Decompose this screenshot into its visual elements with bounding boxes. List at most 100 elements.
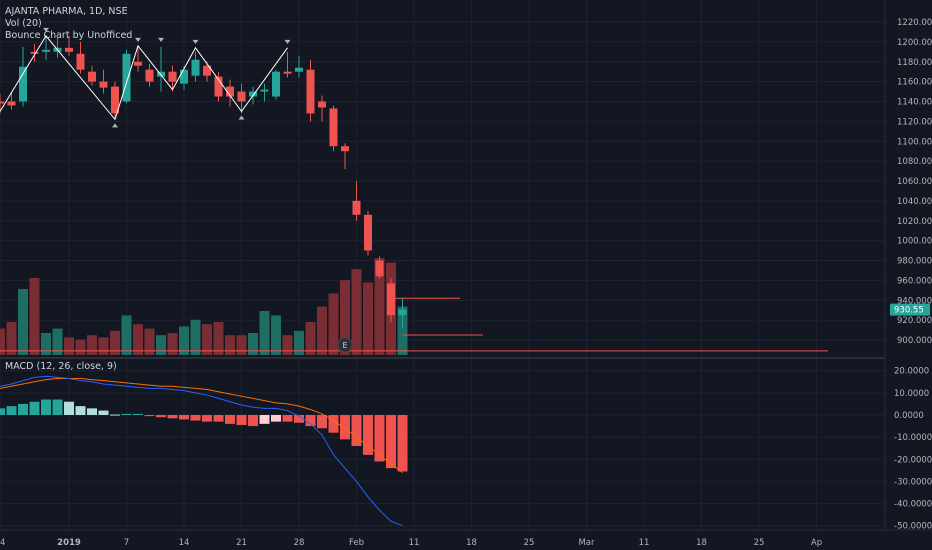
macd-histogram-bar (6, 406, 17, 415)
macd-histogram-bar (52, 399, 63, 415)
candle-body (88, 71, 96, 82)
volume-bar (110, 330, 120, 355)
macd-tick-label: -40.0000 (894, 500, 932, 510)
volume-bar (213, 322, 224, 355)
zigzag-bottom-marker (238, 115, 245, 120)
zigzag-top-marker (43, 27, 49, 32)
time-tick-label: 11 (409, 538, 420, 548)
price-tick-label: 1020.000 (897, 217, 932, 227)
macd-line (0, 375, 403, 527)
candle-body (272, 71, 280, 97)
time-tick-label: 24 (0, 538, 5, 548)
candle-body (65, 47, 73, 52)
time-tick-label: Feb (349, 538, 364, 548)
time-tick-label: 14 (179, 538, 190, 548)
volume-legend[interactable]: Vol (20) (5, 18, 42, 29)
macd-histogram-bar (248, 415, 258, 427)
zigzag-line (0, 35, 288, 121)
candle-body (157, 71, 165, 77)
macd-tick-label: -30.0000 (894, 477, 932, 487)
volume-bar (6, 322, 17, 355)
candle-body (134, 61, 142, 66)
price-tick-label: 1080.000 (897, 157, 932, 167)
volume-bar (41, 333, 51, 355)
candle-body (375, 260, 384, 277)
candle-body (387, 283, 395, 316)
macd-histogram-bar (351, 415, 362, 446)
macd-histogram-bar (317, 415, 327, 429)
time-tick-label: Ap (811, 538, 822, 548)
bounce-zigzag (0, 27, 291, 128)
candle-body (306, 69, 315, 114)
macd-histogram-bar (386, 415, 396, 469)
price-tick-label: 1180.000 (897, 58, 932, 68)
zigzag-top-marker (135, 37, 141, 42)
macd-histogram-bar (110, 414, 120, 416)
zigzag-top-marker (158, 37, 164, 42)
price-tick-label: 1200.000 (897, 38, 932, 48)
earnings-label: E (342, 341, 347, 350)
time-tick-label: 21 (236, 538, 247, 548)
macd-legend[interactable]: MACD (12, 26, close, 9) (5, 361, 117, 372)
price-tick-label: 1120.000 (897, 117, 932, 127)
volume-bar (282, 335, 293, 355)
volume-bar (0, 328, 5, 355)
candle-body (329, 108, 338, 147)
price-tick-label: 960.000 (897, 276, 932, 286)
price-tick-label: 1160.000 (897, 78, 932, 88)
candle-body (191, 59, 200, 76)
candle-body (168, 71, 177, 82)
macd-histogram-bar (213, 415, 224, 422)
time-axis[interactable]: 24 2019 7 14 21 28 Feb 11 18 25 Mar 11 18 25 Ap (0, 538, 822, 548)
macd-histogram-bar (374, 415, 385, 462)
macd-histogram-bar (202, 415, 212, 422)
macd-histogram-bar (363, 415, 373, 455)
candle-body (203, 65, 211, 76)
zigzag-top-marker (284, 39, 291, 44)
macd-histogram-bar (144, 415, 155, 417)
price-tick-label: 980.000 (897, 257, 932, 267)
macd-lines (0, 375, 403, 527)
volume-bar (248, 333, 258, 355)
main-legend: AJANTA PHARMA, 1D, NSE Vol (20) Bounce C… (5, 6, 132, 42)
macd-histogram-bar (133, 413, 143, 415)
volume-bar (87, 335, 97, 355)
candle-body (341, 146, 349, 152)
candle-body (398, 309, 407, 316)
price-tick-label: 1220.000 (897, 18, 932, 28)
time-tick-label: Mar (578, 538, 595, 548)
macd-histogram-bar (87, 408, 97, 415)
price-axis[interactable]: 1220.000 1200.000 1180.000 1160.000 1140.000… (894, 18, 932, 532)
current-price-label: 930.55 (890, 303, 930, 316)
volume-bar (179, 326, 189, 355)
candle-body (283, 71, 292, 74)
volume-bar (351, 269, 362, 355)
macd-tick-label: 20.0000 (894, 367, 929, 377)
candle-body (295, 67, 303, 72)
current-price-badge (890, 303, 930, 316)
macd-histogram-bar (190, 415, 201, 421)
macd-histogram-bar (225, 415, 235, 424)
volume-bar (202, 324, 212, 355)
volume-bar (397, 306, 408, 355)
macd-tick-label: 10.0000 (894, 389, 929, 399)
symbol-title[interactable]: AJANTA PHARMA, 1D, NSE (5, 6, 128, 17)
candle-body (214, 76, 223, 97)
volume-bar (75, 339, 86, 355)
macd-histogram-bar (259, 415, 270, 424)
volume-bar (294, 330, 304, 355)
macd-histogram (0, 399, 408, 472)
zigzag-bottom-marker (112, 123, 118, 128)
volume-bar (64, 337, 74, 355)
time-tick-label: 25 (524, 538, 535, 548)
indicator-legend[interactable]: Bounce Chart by Unofficed (5, 30, 133, 41)
earnings-icon[interactable] (337, 337, 353, 353)
time-tick-label: 18 (466, 538, 477, 548)
macd-histogram-bar (75, 406, 86, 415)
macd-histogram-bar (328, 415, 339, 433)
time-tick-label: 11 (639, 538, 650, 548)
earnings-marker[interactable]: E (337, 337, 353, 353)
